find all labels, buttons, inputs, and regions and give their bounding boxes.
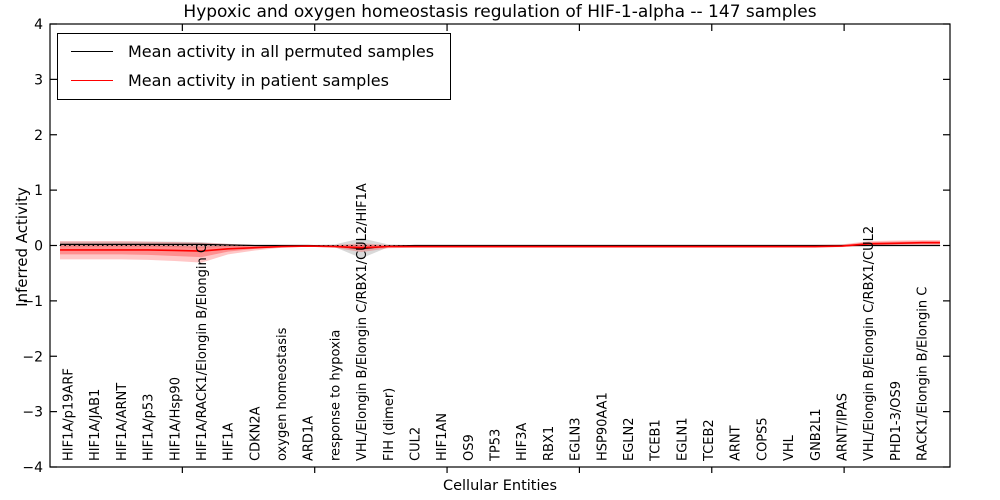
y-tick-label: −3	[22, 405, 43, 421]
x-category-label: COPS5	[755, 417, 770, 461]
x-category-label: EGLN2	[622, 417, 637, 461]
x-category-label: HIF1A/p53	[142, 394, 157, 461]
y-tick-label: −1	[22, 294, 43, 310]
legend-entry-permuted: Mean activity in all permuted samples	[71, 41, 434, 63]
y-tick-label: −2	[22, 349, 43, 365]
legend-entry-patient: Mean activity in patient samples	[71, 70, 434, 92]
x-category-label: VHL/Elongin B/Elongin C/RBX1/CUL2/HIF1A	[355, 183, 370, 461]
x-category-label: TP53	[489, 429, 504, 462]
x-category-label: HSP90AA1	[595, 392, 610, 461]
x-category-label: PHD1-3/OS9	[889, 381, 904, 461]
x-category-label: CDKN2A	[248, 406, 263, 461]
x-category-label: RACK1/Elongin B/Elongin C	[916, 287, 931, 461]
x-category-label: OS9	[462, 434, 477, 461]
x-category-label: ARD1A	[302, 416, 317, 461]
mean-activity-in-patient-samples-line	[60, 241, 940, 252]
x-category-label: HIF1AN	[435, 413, 450, 461]
x-category-label: HIF1A	[222, 423, 237, 461]
x-category-label: FIH (dimer)	[382, 388, 397, 461]
chart-title: Hypoxic and oxygen homeostasis regulatio…	[183, 2, 817, 22]
y-tick-label: 3	[34, 72, 43, 88]
x-category-label: HIF3A	[515, 423, 530, 461]
x-category-label: VHL	[782, 434, 797, 461]
x-category-label: EGLN1	[675, 417, 690, 461]
y-tick-label: 4	[34, 17, 43, 33]
x-category-label: HIF1A/p19ARF	[62, 368, 77, 461]
x-category-label: RBX1	[542, 426, 557, 461]
x-category-label: HIF1A/JAB1	[88, 389, 103, 461]
x-category-label: ARNT/IPAS	[835, 393, 850, 461]
x-category-label: ARNT	[729, 425, 744, 461]
mean-activity-in-all-permuted-samples-line	[60, 243, 940, 250]
legend-label-permuted: Mean activity in all permuted samples	[128, 42, 435, 61]
x-category-label: HIF1A/RACK1/Elongin B/Elongin C	[195, 244, 210, 461]
y-axis-label: Inferred Activity	[13, 187, 31, 307]
x-category-label: GNB2L1	[809, 408, 824, 461]
x-category-label: response to hypoxia	[328, 330, 343, 461]
y-tick-label: 1	[34, 183, 43, 199]
y-tick-label: 0	[34, 239, 43, 255]
y-tick-label: −4	[22, 460, 43, 476]
y-tick-label: 2	[34, 128, 43, 144]
legend-label-patient: Mean activity in patient samples	[128, 70, 389, 90]
x-axis-label: Cellular Entities	[442, 478, 558, 494]
x-category-label: VHL/Elongin B/Elongin C/RBX1/CUL2	[862, 226, 877, 461]
patient-line-sample	[71, 79, 113, 81]
x-category-label: oxygen homeostasis	[275, 327, 290, 461]
x-category-label: EGLN3	[569, 417, 584, 461]
x-category-label: HIF1A/ARNT	[115, 383, 130, 461]
x-category-label: TCEB1	[649, 419, 664, 462]
x-category-label: TCEB2	[702, 419, 717, 462]
permuted-line-sample	[71, 51, 113, 53]
x-category-label: CUL2	[408, 427, 423, 461]
legend: Mean activity in all permuted samples Me…	[57, 33, 452, 101]
x-category-label: HIF1A/Hsp90	[168, 377, 183, 461]
